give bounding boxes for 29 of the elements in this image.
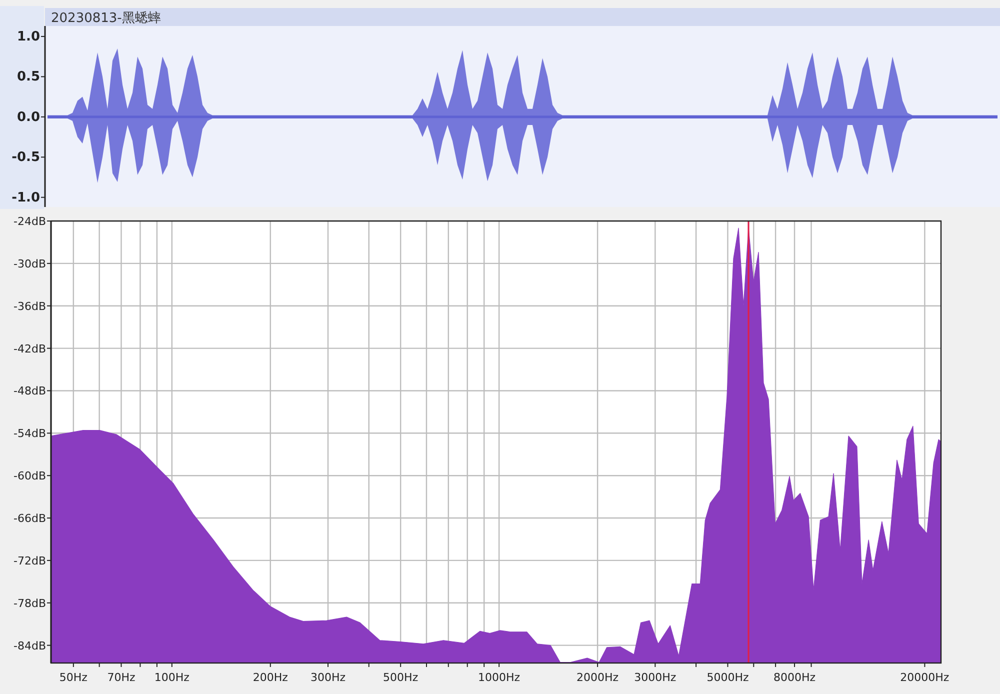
y-tick-label: -60dB xyxy=(14,470,46,483)
x-tick-label: 2000Hz xyxy=(576,671,619,684)
x-tick-label: 1000Hz xyxy=(478,671,520,684)
x-tick-label: 200Hz xyxy=(252,671,288,684)
y-tick-label: -84dB xyxy=(14,639,46,652)
y-tick-label: -30dB xyxy=(14,257,46,270)
y-tick-label: -72dB xyxy=(14,554,46,568)
x-tick-label: 300Hz xyxy=(310,671,346,684)
x-tick-label: 100Hz xyxy=(154,671,190,684)
y-tick-label: 1.0 xyxy=(16,29,40,44)
y-tick-label: -0.5 xyxy=(12,150,40,166)
y-tick-label: -36dB xyxy=(14,300,46,313)
x-tick-label: 50Hz xyxy=(59,671,88,684)
y-tick-label: -42dB xyxy=(14,342,46,356)
y-tick-label: -66dB xyxy=(14,512,46,526)
y-tick-label: -48dB xyxy=(14,384,46,398)
x-tick-label: 8000Hz xyxy=(773,671,816,684)
y-tick-label: -24dB xyxy=(14,215,46,228)
x-tick-label: 5000Hz xyxy=(706,671,749,684)
x-tick-label: 500Hz xyxy=(383,671,418,684)
chart-title: 20230813-黑蟋蟀 xyxy=(51,11,161,26)
x-tick-label: 20000Hz xyxy=(900,671,950,684)
x-tick-label: 3000Hz xyxy=(634,671,676,684)
y-tick-label: -1.0 xyxy=(12,190,40,206)
y-tick-label: -54dB xyxy=(14,427,46,440)
x-tick-label: 70Hz xyxy=(107,671,136,684)
y-tick-label: 0.0 xyxy=(16,110,40,125)
y-tick-label: -78dB xyxy=(14,596,46,610)
y-tick-label: 0.5 xyxy=(16,70,40,85)
